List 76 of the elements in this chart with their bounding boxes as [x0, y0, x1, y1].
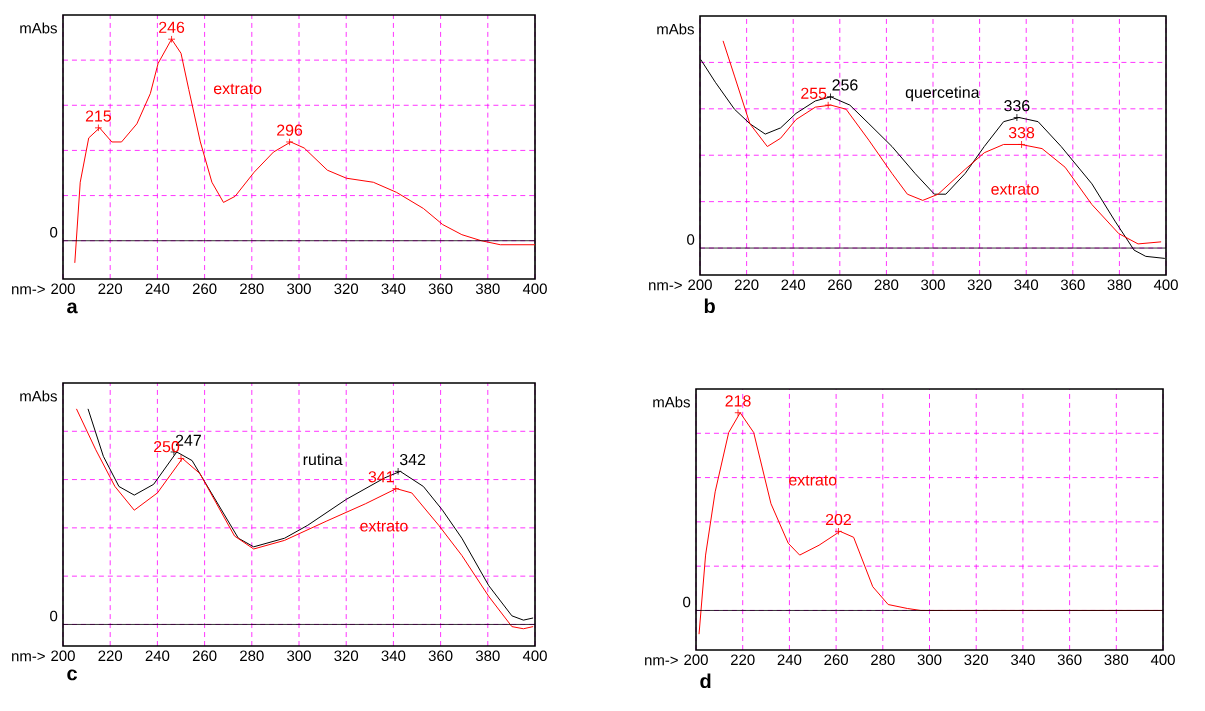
- annotation: 338: [1008, 127, 1035, 139]
- series-label: extrato: [789, 475, 837, 486]
- x-tick-label: 240: [777, 654, 802, 666]
- x-tick-label: 220: [730, 654, 755, 666]
- annotation: 202: [825, 513, 851, 526]
- annotation: 296: [277, 124, 303, 136]
- ref-line-label: 0: [50, 226, 58, 238]
- series-label: quercetina: [905, 86, 980, 102]
- x-tick-label: 280: [240, 283, 264, 295]
- annotation: 255: [801, 87, 827, 99]
- x-tick-label: 340: [1014, 279, 1039, 291]
- x-axis-title: nm->: [645, 656, 678, 666]
- x-tick-label: 280: [240, 650, 264, 662]
- x-tick-label: 360: [1060, 279, 1085, 291]
- x-tick-label: 220: [98, 283, 123, 295]
- annotation: 246: [159, 21, 185, 33]
- y-axis-title: mAbs: [20, 390, 57, 402]
- x-tick-label: 400: [1153, 279, 1178, 291]
- x-axis-title: nm->: [12, 652, 45, 662]
- x-tick-label: 300: [917, 654, 942, 666]
- annotation: 256: [832, 79, 858, 91]
- x-tick-label: 260: [192, 650, 217, 662]
- x-tick-label: 380: [475, 283, 500, 295]
- x-tick-label: 200: [51, 283, 75, 295]
- x-tick-label: 240: [145, 650, 170, 662]
- x-tick-label: 220: [734, 279, 759, 291]
- x-tick-label: 380: [475, 650, 500, 662]
- ref-line-label: 0: [687, 234, 695, 245]
- x-tick-label: 200: [51, 650, 75, 662]
- x-tick-label: 400: [522, 283, 547, 295]
- x-tick-label: 240: [145, 283, 170, 295]
- x-tick-label: 320: [334, 650, 359, 662]
- x-tick-label: 360: [1057, 654, 1082, 666]
- series-label: rutina: [303, 453, 343, 466]
- x-axis-title: nm->: [12, 285, 45, 295]
- x-tick-label: 300: [287, 283, 311, 295]
- annotation: 336: [1004, 100, 1030, 112]
- x-tick-label: 280: [871, 654, 895, 666]
- x-tick-label: 200: [684, 654, 708, 666]
- x-tick-label: 320: [964, 654, 989, 666]
- x-tick-label: 360: [428, 650, 453, 662]
- x-tick-label: 400: [522, 650, 547, 662]
- x-tick-label: 300: [921, 279, 945, 291]
- text: b: [704, 298, 715, 314]
- x-tick-label: 380: [1104, 654, 1129, 666]
- x-tick-label: 380: [1107, 279, 1132, 291]
- x-tick-label: 260: [192, 283, 217, 295]
- annotation: 215: [85, 110, 112, 122]
- x-tick-label: 300: [287, 650, 311, 662]
- y-axis-title: mAbs: [653, 396, 690, 408]
- series-label: extrato: [213, 83, 262, 95]
- x-tick-label: 340: [1011, 654, 1035, 666]
- x-tick-label: 200: [688, 279, 712, 291]
- x-axis-title: nm->: [649, 281, 682, 291]
- annotation: 342: [399, 453, 426, 466]
- x-tick-label: 320: [967, 279, 992, 291]
- text: d: [700, 673, 711, 689]
- x-tick-label: 260: [828, 279, 852, 291]
- x-tick-label: 340: [381, 650, 406, 662]
- series-label: extrato: [360, 521, 408, 532]
- ref-line-label: 0: [50, 610, 58, 622]
- x-tick-label: 360: [428, 283, 453, 295]
- x-tick-label: 240: [781, 279, 806, 291]
- x-tick-label: 340: [381, 283, 406, 295]
- x-tick-label: 260: [824, 654, 848, 666]
- ref-line-label: 0: [683, 596, 691, 608]
- x-tick-label: 220: [98, 650, 123, 662]
- y-axis-title: mAbs: [657, 23, 694, 35]
- y-axis-title: mAbs: [20, 22, 57, 34]
- x-tick-label: 400: [1150, 654, 1175, 666]
- x-tick-label: 280: [874, 279, 899, 291]
- text: c: [67, 669, 78, 681]
- x-tick-label: 320: [334, 283, 359, 295]
- annotation: 218: [725, 395, 751, 407]
- series-label: extrato: [991, 184, 1039, 195]
- text: a: [67, 302, 78, 314]
